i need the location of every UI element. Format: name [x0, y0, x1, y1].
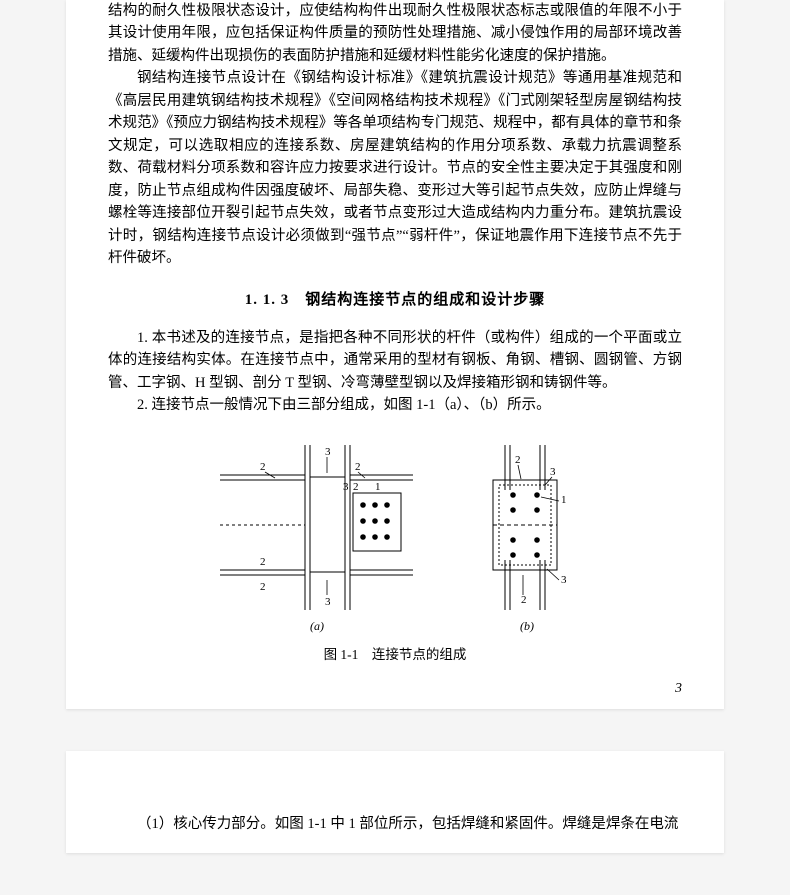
figure: 3 2 2 1 3 2 2 2 3 (a): [108, 435, 682, 635]
fig-label-3: 3: [550, 466, 556, 478]
section-heading: 1. 1. 3 钢结构连接节点的组成和设计步骤: [108, 288, 682, 309]
paragraph: 2. 连接节点一般情况下由三部分组成，如图 1-1（a）、（b）所示。: [108, 394, 682, 416]
fig-label-2: 2: [353, 481, 359, 493]
fig-label-3: 3: [325, 446, 331, 458]
subfigure-label-a: (a): [310, 619, 324, 633]
fig-label-2: 2: [260, 556, 266, 568]
fig-label-1: 1: [561, 494, 567, 506]
paragraph: （1）核心传力部分。如图 1-1 中 1 部位所示，包括焊缝和紧固件。焊缝是焊条…: [108, 813, 682, 835]
paragraph: 钢结构连接节点设计在《钢结构设计标准》《建筑抗震设计规范》等通用基准规范和《高层…: [108, 67, 682, 269]
paragraph: 1. 本书述及的连接节点，是指把各种不同形状的杆件（或构件）组成的一个平面或立体…: [108, 327, 682, 394]
fig-label-3: 3: [343, 481, 349, 493]
document-page-2: （1）核心传力部分。如图 1-1 中 1 部位所示，包括焊缝和紧固件。焊缝是焊条…: [66, 751, 724, 853]
fig-label-1: 1: [375, 481, 381, 493]
subfigure-label-b: (b): [520, 619, 534, 633]
fig-label-2: 2: [355, 461, 361, 473]
fig-label-2: 2: [515, 454, 521, 466]
fig-label-2: 2: [521, 594, 527, 606]
paragraph: 结构的耐久性极限状态设计，应使结构构件出现耐久性极限状态标志或限值的年限不小于其…: [108, 0, 682, 67]
fig-label-3: 3: [325, 596, 331, 608]
document-page-1: 结构的耐久性极限状态设计，应使结构构件出现耐久性极限状态标志或限值的年限不小于其…: [66, 0, 724, 709]
fig-label-3: 3: [561, 574, 567, 586]
figure-svg: 3 2 2 1 3 2 2 2 3 (a): [195, 435, 595, 635]
figure-caption: 图 1-1 连接节点的组成: [108, 643, 682, 663]
fig-label-2: 2: [260, 581, 266, 593]
fig-label-2: 2: [260, 461, 266, 473]
page-number: 3: [675, 681, 682, 697]
